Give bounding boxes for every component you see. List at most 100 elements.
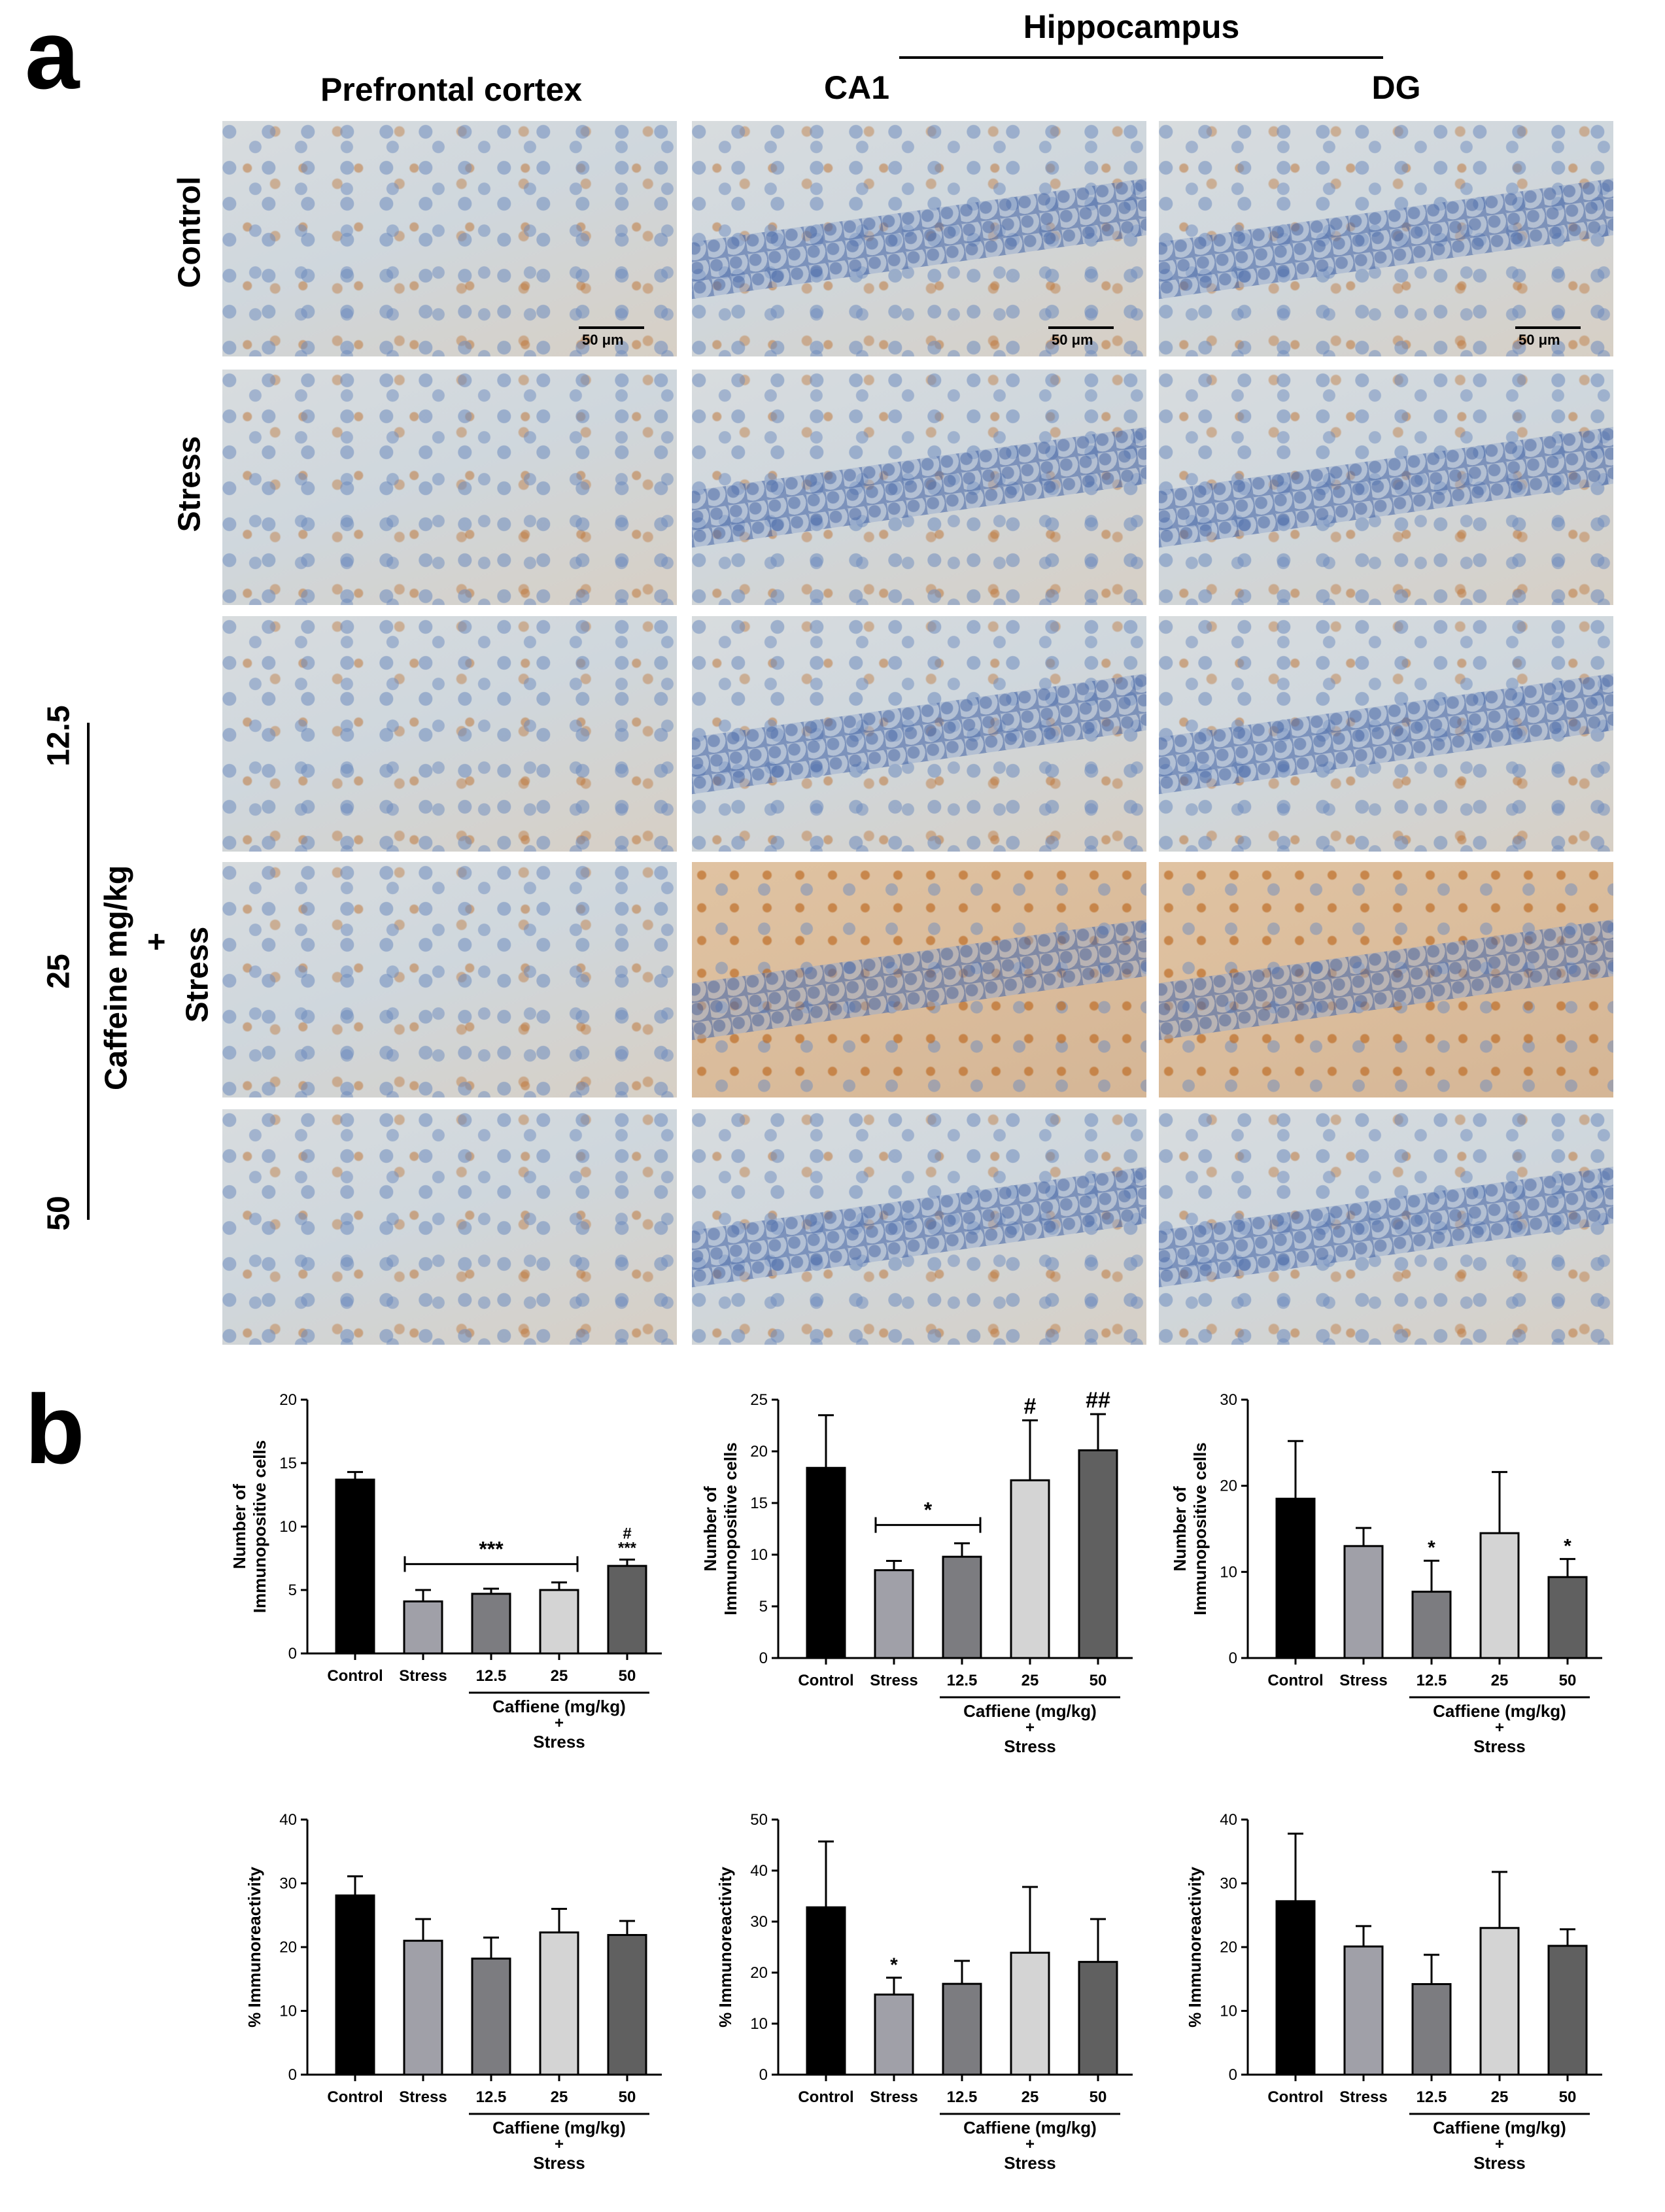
micrograph-r3-c3 [1159, 616, 1613, 852]
bar-control [335, 1478, 375, 1655]
y-tick-label: 20 [750, 1964, 768, 1982]
x-tick-label: Stress [870, 1672, 918, 1689]
y-axis-label-line2: Immunopositive cells [250, 1440, 269, 1613]
y-tick-label: 20 [279, 1391, 297, 1409]
x-tick-label: 12.5 [947, 2088, 978, 2106]
micrograph-r2-c1 [222, 370, 677, 605]
significance-mark: # [1024, 1394, 1037, 1419]
group-caption-line2: + [555, 2135, 564, 2153]
bracket-label: *** [479, 1537, 504, 1561]
column-title-hippocampus: Hippocampus [1023, 9, 1240, 45]
y-tick-label: 30 [1220, 1391, 1237, 1409]
y-tick-label: 30 [750, 1913, 768, 1931]
x-tick-label: 50 [619, 1667, 636, 1685]
significance-mark: * [1564, 1536, 1571, 1557]
y-tick-label: 50 [750, 1811, 768, 1829]
bar-control [806, 1906, 846, 2076]
bar-12-5 [942, 1555, 982, 1659]
group-caption-line1: Caffiene (mg/kg) [492, 1697, 626, 1716]
bar-50 [607, 1564, 647, 1655]
x-tick-label: 12.5 [1416, 1672, 1447, 1689]
x-tick-label: 12.5 [476, 1667, 507, 1685]
x-tick-label: Control [798, 2088, 853, 2106]
y-tick-label: 15 [750, 1495, 768, 1512]
group-caption-line2: + [1025, 1719, 1035, 1737]
y-tick-label: 20 [1220, 1939, 1237, 1956]
scale-bar [1048, 326, 1114, 329]
bar-stress [874, 1994, 914, 2076]
bar-control [806, 1466, 846, 1659]
bar-50 [607, 1933, 647, 2076]
micrograph-r1-c1 [222, 121, 677, 356]
x-tick-label: 50 [1559, 2088, 1577, 2106]
x-tick-label: 25 [1021, 1672, 1039, 1689]
hippocampus-line [899, 56, 1383, 59]
group-caption-line1: Caffiene (mg/kg) [492, 2118, 626, 2137]
group-caption-line3: Stress [1004, 1737, 1056, 1756]
bar-12-5 [1411, 1983, 1452, 2076]
micrograph-r3-c1 [222, 616, 677, 852]
y-tick-label: 10 [750, 1546, 768, 1564]
bar-12-5 [1411, 1591, 1452, 1659]
y-tick-label: 25 [750, 1391, 768, 1409]
bar-25 [1010, 1479, 1050, 1659]
y-tick-label: 10 [279, 2003, 297, 2020]
y-tick-label: 0 [759, 2066, 768, 2084]
y-tick-label: 5 [288, 1581, 297, 1599]
bar-stress [1343, 1545, 1384, 1659]
bar-50 [1078, 1961, 1118, 2076]
y-tick-label: 40 [279, 1811, 297, 1829]
group-caption-line1: Caffiene (mg/kg) [1433, 1701, 1566, 1721]
bar-50 [1078, 1449, 1118, 1659]
scale-bar-label: 50 μm [1519, 332, 1560, 348]
y-tick-label: 0 [1229, 1650, 1237, 1667]
x-tick-label: Control [327, 2088, 383, 2106]
y-axis-label-line2: Immunopositive cells [721, 1442, 740, 1615]
y-tick-label: 10 [1220, 2003, 1237, 2020]
x-tick-label: 12.5 [476, 2088, 507, 2106]
column-title-dg: DG [1371, 69, 1421, 106]
bar-50 [1547, 1944, 1588, 2076]
bar-stress [874, 1569, 914, 1659]
y-axis-label: % Immunoreactivity [1185, 1867, 1205, 2028]
bar-control [1275, 1900, 1316, 2076]
x-tick-label: 25 [551, 1667, 568, 1685]
x-tick-label: 25 [1491, 1672, 1509, 1689]
y-axis-label: % Immunoreactivity [245, 1867, 264, 2028]
micrograph-r4-c3 [1159, 862, 1613, 1097]
panel-a-letter: a [25, 0, 80, 109]
bar-stress [403, 1939, 443, 2076]
x-tick-label: 50 [1090, 1672, 1107, 1689]
micrograph-r5-c2 [692, 1109, 1146, 1345]
micrograph-r4-c1 [222, 862, 677, 1097]
y-tick-label: 20 [750, 1443, 768, 1460]
bar-control [1275, 1497, 1316, 1659]
bar-12-5 [942, 1982, 982, 2076]
bar-25 [1479, 1532, 1520, 1659]
x-tick-label: Control [327, 1667, 383, 1685]
x-tick-label: 50 [619, 2088, 636, 2106]
x-tick-label: 50 [1090, 2088, 1107, 2106]
x-tick-label: Stress [870, 2088, 918, 2106]
y-tick-label: 40 [750, 1862, 768, 1880]
y-axis-label-line1: Number of [230, 1484, 249, 1569]
group-caption-line3: Stress [1004, 2153, 1056, 2173]
x-tick-label: Control [1267, 2088, 1323, 2106]
x-tick-label: Control [1267, 1672, 1323, 1689]
micrograph-r2-c2 [692, 370, 1146, 605]
micrograph-r1-c3 [1159, 121, 1613, 356]
y-tick-label: 10 [279, 1518, 297, 1536]
micrograph-r5-c1 [222, 1109, 677, 1345]
panel-b-letter: b [25, 1374, 85, 1484]
bar-25 [1010, 1952, 1050, 2076]
scale-bar-label: 50 μm [1052, 332, 1093, 348]
x-tick-label: 50 [1559, 1672, 1577, 1689]
scale-bar [1515, 326, 1581, 329]
scale-bar-label: 50 μm [582, 332, 624, 348]
micrograph-r5-c3 [1159, 1109, 1613, 1345]
significance-mark: # [623, 1525, 631, 1542]
y-tick-label: 20 [279, 1939, 297, 1956]
y-tick-label: 5 [759, 1598, 768, 1616]
bar-50 [1547, 1576, 1588, 1659]
